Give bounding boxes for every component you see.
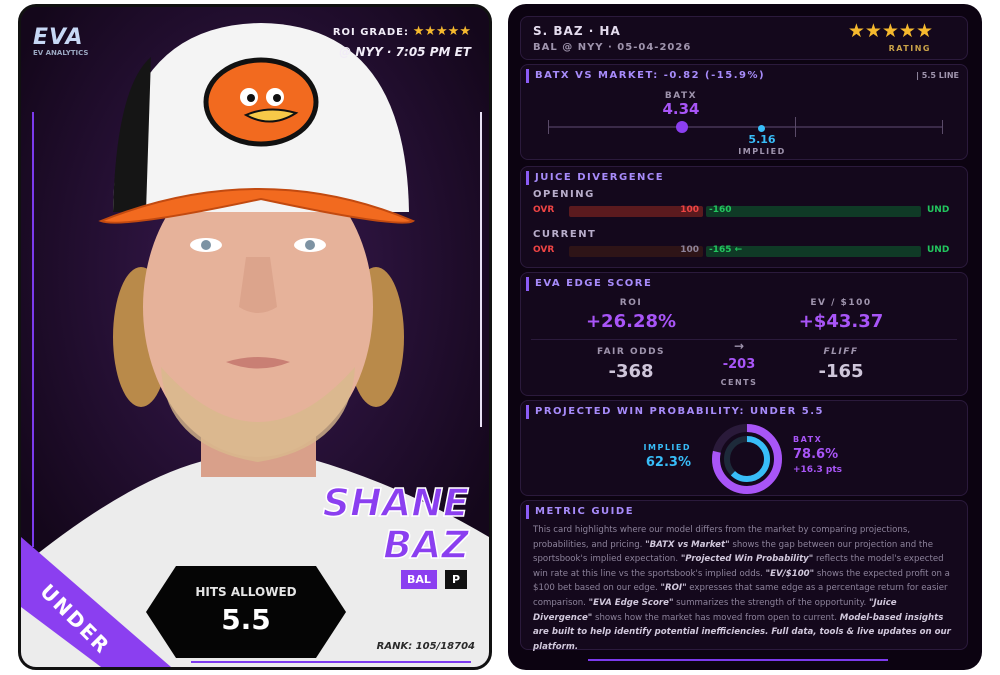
player-photo <box>21 7 489 667</box>
team-badge: BAL <box>401 570 437 589</box>
section-title: BATX VS MARKET: -0.82 (-15.9%) <box>535 70 766 81</box>
batx-value: 78.6% <box>793 447 839 462</box>
under-bar <box>706 246 921 257</box>
implied-value: 62.3% <box>645 455 691 470</box>
guide-segment: reflects the model's expected win rate a… <box>533 554 944 579</box>
ring-arc <box>712 424 782 494</box>
track-end <box>548 120 549 134</box>
section-title: METRIC GUIDE <box>535 506 635 517</box>
row-label: OPENING <box>533 189 595 200</box>
pick-ribbon <box>21 537 171 667</box>
position-badge: P <box>445 570 467 589</box>
fair-label: FAIR ODDS <box>596 347 666 357</box>
line-marker <box>795 117 796 137</box>
logo: EVA <box>33 25 84 50</box>
accent <box>526 277 529 291</box>
accent <box>526 171 529 185</box>
ev-value: +$43.37 <box>798 311 884 332</box>
section-title: EVA EDGE SCORE <box>535 278 653 289</box>
batx-label: BATX <box>793 435 823 444</box>
rank: RANK: 105/18704 <box>376 641 475 652</box>
track <box>548 126 943 128</box>
game-line: @ NYY · 7:05 PM ET <box>339 45 471 59</box>
under-label: UND <box>927 205 950 215</box>
guide-emphasis: "EVA Edge Score" <box>588 597 674 608</box>
guide-panel: METRIC GUIDE This card highlights where … <box>520 500 968 652</box>
ring-arc <box>724 436 770 482</box>
over-odds: 100 <box>680 205 699 215</box>
accent-line <box>588 659 888 661</box>
win-prob-panel: PROJECTED WIN PROBABILITY: UNDER 5.5 IMP… <box>520 400 968 496</box>
header-subtitle: BAL @ NYY · 05-04-2026 <box>533 42 692 53</box>
guide-emphasis: "Juice Divergence" <box>533 597 897 623</box>
implied-value: 5.16 <box>748 133 776 146</box>
last-name: BAZ <box>382 522 469 568</box>
line-note: | 5.5 LINE <box>916 71 959 80</box>
roi-grade-label: ROI GRADE: <box>332 27 409 38</box>
guide-emphasis: "BATX vs Market" <box>645 539 730 550</box>
section-title: JUICE DIVERGENCE <box>535 172 665 183</box>
section-title: PROJECTED WIN PROBABILITY: UNDER 5.5 <box>535 406 824 417</box>
juice-panel: JUICE DIVERGENCE OPENING OVR 100 -160 UND CUR… <box>520 166 968 268</box>
ev-label: EV / $100 <box>810 298 872 308</box>
guide-segment: summarizes the strength of the opportuni… <box>673 597 869 608</box>
over-label: OVR <box>533 205 555 215</box>
accent <box>526 405 529 419</box>
guide-emphasis: "Projected Win Probability" <box>680 554 814 565</box>
guide-emphasis: "ROI" <box>660 583 687 594</box>
guide-segment: shows the gap between our projection and… <box>533 539 934 565</box>
batx-value: 4.34 <box>662 100 700 118</box>
fair-value: -368 <box>608 361 654 382</box>
implied-label: IMPLIED <box>738 147 786 156</box>
header-title: S. BAZ · HA <box>533 24 621 38</box>
roi-label: ROI <box>619 298 643 308</box>
over-label: OVR <box>533 245 555 255</box>
rating-label: RATING <box>888 44 931 53</box>
guide-emphasis: "EV/$100" <box>765 568 815 579</box>
track-end <box>942 120 943 134</box>
book-label: FLIFF <box>823 347 859 357</box>
guide-segment: This card highlights where our model dif… <box>533 525 911 550</box>
over-bar <box>569 246 703 257</box>
accent <box>526 505 529 519</box>
guide-segment: shows the expected profit on a $100 bet … <box>533 568 950 594</box>
under-odds: -160 <box>709 205 732 215</box>
cents-label: CENTS <box>720 378 758 387</box>
batx-dot <box>676 121 688 133</box>
first-name: SHANE <box>322 480 470 526</box>
under-odds: -165 ← <box>709 245 743 255</box>
under-label: UND <box>927 245 950 255</box>
guide-text: This card highlights where our model dif… <box>533 523 957 654</box>
header-panel: S. BAZ · HA BAL @ NYY · 05-04-2026 ★★★★★… <box>520 16 968 60</box>
row-label: CURRENT <box>533 229 597 240</box>
under-bar <box>706 206 921 217</box>
market-label: HITS ALLOWED <box>195 585 297 599</box>
edge-panel: EVA EDGE SCORE ROI +26.28% EV / $100 +$4… <box>520 272 968 396</box>
analytics-card: S. BAZ · HA BAL @ NYY · 05-04-2026 ★★★★★… <box>508 4 982 670</box>
over-bar <box>569 206 703 217</box>
cents-value: -203 <box>722 357 756 372</box>
divider <box>531 339 957 340</box>
arrow: → <box>733 339 745 353</box>
implied-dot <box>758 125 765 132</box>
guide-segment: expresses that same edge as a percentage… <box>533 583 948 608</box>
batx-panel: BATX VS MARKET: -0.82 (-15.9%) | 5.5 LIN… <box>520 64 968 160</box>
player-card: EVA EV ANALYTICS ROI GRADE: ★★★★★ @ NYY … <box>18 4 492 670</box>
batx-label: BATX <box>664 91 698 101</box>
header-stars: ★★★★★ <box>847 20 933 42</box>
roi-value: +26.28% <box>585 311 677 332</box>
diff-value: +16.3 pts <box>793 465 842 475</box>
logo-sub: EV ANALYTICS <box>33 49 89 57</box>
line-value: 5.5 <box>221 603 271 636</box>
book-value: -165 <box>818 361 864 382</box>
guide-emphasis: Model-based insights are built to help i… <box>533 612 951 652</box>
over-odds: 100 <box>680 245 699 255</box>
accent <box>526 69 529 83</box>
roi-grade-stars: ★★★★★ <box>412 24 471 39</box>
guide-segment: shows how the market has moved from open… <box>592 612 840 623</box>
implied-label: IMPLIED <box>643 443 691 452</box>
donut <box>712 424 782 494</box>
